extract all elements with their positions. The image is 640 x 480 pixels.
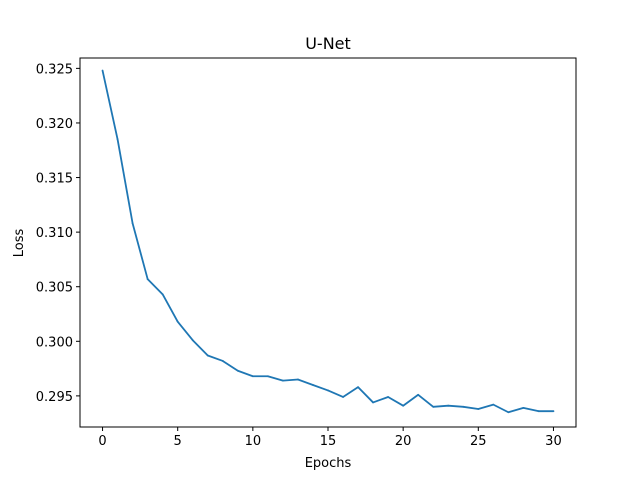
data-point — [251, 375, 254, 378]
data-point — [537, 410, 540, 413]
plot-frame — [79, 57, 577, 428]
data-point — [492, 403, 495, 406]
x-tick-label: 0 — [98, 434, 106, 449]
x-tick-label: 15 — [320, 434, 337, 449]
data-point — [372, 401, 374, 404]
data-point — [161, 293, 164, 296]
data-point — [357, 386, 359, 389]
data-point — [116, 138, 119, 141]
data-point — [206, 354, 209, 357]
data-point — [221, 360, 224, 362]
data-point — [297, 378, 299, 381]
data-point — [146, 278, 149, 280]
data-point — [191, 339, 194, 342]
chart-title: U-Net — [305, 34, 351, 53]
data-point — [432, 405, 435, 408]
x-tick-label: 10 — [245, 434, 262, 449]
x-tick-label: 5 — [174, 434, 182, 449]
data-point — [131, 222, 134, 225]
x-tick-label: 25 — [470, 434, 487, 449]
data-point — [507, 411, 510, 414]
x-axis-label: Epochs — [305, 456, 352, 471]
y-tick-label: 0.320 — [36, 117, 73, 132]
y-tick-label: 0.315 — [36, 172, 73, 187]
data-point — [417, 393, 420, 396]
data-point — [266, 375, 269, 378]
y-tick-label: 0.325 — [36, 62, 73, 77]
series-line-0 — [101, 70, 554, 414]
data-point — [101, 69, 104, 72]
y-tick-label: 0.295 — [36, 390, 73, 405]
data-point — [342, 396, 344, 398]
data-point — [282, 379, 284, 382]
x-tick-label: 20 — [395, 434, 412, 449]
data-point — [522, 406, 525, 409]
data-point — [402, 404, 405, 407]
data-point — [327, 389, 329, 392]
x-tick-label: 30 — [545, 434, 562, 449]
data-point — [387, 396, 390, 398]
data-point — [176, 320, 179, 323]
y-tick-label: 0.305 — [36, 281, 73, 296]
data-point — [312, 384, 314, 386]
data-point — [552, 410, 555, 413]
data-point — [236, 369, 239, 372]
data-point — [447, 404, 450, 407]
y-tick-label: 0.310 — [36, 226, 73, 241]
y-tick-label: 0.300 — [36, 335, 73, 350]
data-point — [462, 405, 465, 408]
data-point — [477, 408, 480, 410]
y-axis-label: Loss — [12, 229, 27, 258]
